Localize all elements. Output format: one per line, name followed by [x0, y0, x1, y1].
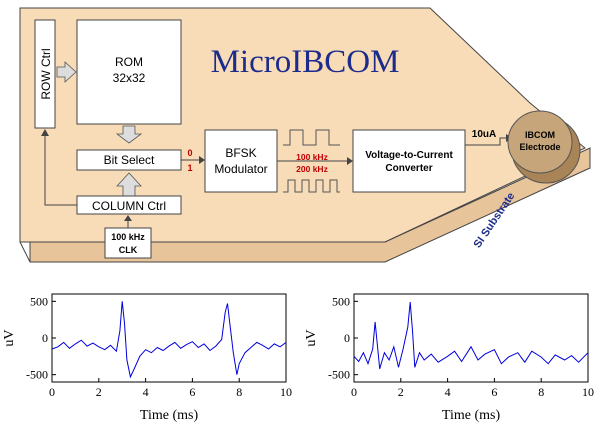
y-axis-label: uV: [2, 329, 17, 346]
square-wave-200khz: [283, 179, 340, 193]
y-tick-label: 0: [42, 331, 48, 345]
bit-select-label: Bit Select: [104, 153, 155, 167]
column-to-bitselect-arrow: [116, 172, 142, 197]
clock-to-column-arrowhead: [124, 215, 132, 221]
signal-trace: [353, 302, 589, 369]
x-tick-label: 2: [96, 385, 102, 399]
rom-bitselect-arrow: [115, 125, 143, 144]
x-tick-label: 0: [351, 385, 357, 399]
vtc-to-electrode-line: [465, 137, 508, 146]
square-wave-100khz: [283, 129, 340, 146]
x-tick-label: 8: [538, 385, 544, 399]
substrate-edge: [19, 241, 31, 263]
row-ctrl-block: [34, 19, 56, 129]
x-tick-label: 4: [445, 385, 451, 399]
y-tick-label: 500: [30, 294, 48, 308]
x-tick-label: 10: [582, 385, 594, 399]
x-tick-label: 4: [143, 385, 149, 399]
y-tick-label: 500: [332, 294, 350, 308]
clock-label: CLK: [119, 245, 138, 255]
signal-trace: [51, 301, 287, 379]
freq-200khz-label: 200 kHz: [296, 164, 328, 174]
modulator-label: Modulator: [214, 162, 267, 176]
x-axis-label: Time (ms): [442, 408, 501, 423]
x-tick-label: 0: [49, 385, 55, 399]
plot-frame: [353, 293, 589, 383]
x-tick-label: 6: [491, 385, 497, 399]
bfsk-label: BFSK: [225, 146, 256, 160]
bit-zero-label: 0: [187, 148, 192, 158]
column-to-row-arrowhead: [41, 129, 49, 136]
y-axis-label: uV: [304, 329, 319, 346]
row-to-rom-arrow: [56, 61, 77, 83]
vtc-label-line2: Converter: [385, 163, 432, 174]
electrode-label-line1: IBCOM: [525, 130, 555, 140]
electrode-label-line2: Electrode: [519, 142, 560, 152]
y-tick-label: -500: [328, 368, 350, 382]
clock-freq-label: 100 kHz: [111, 232, 145, 242]
rom-label: ROM: [115, 55, 143, 69]
y-tick-label: -500: [26, 368, 48, 382]
vtc-label-line1: Voltage-to-Current: [365, 150, 453, 161]
bfsk-to-vtc-arrowhead: [347, 157, 353, 165]
rom-size-label: 32x32: [113, 71, 146, 85]
bit-one-label: 1: [187, 163, 192, 173]
chip-title: MicroIBCOM: [211, 44, 400, 80]
current-label: 10uA: [472, 129, 496, 140]
vtc-block: [352, 129, 466, 193]
x-tick-label: 8: [236, 385, 242, 399]
x-tick-label: 6: [189, 385, 195, 399]
clock-block: [104, 227, 152, 259]
x-tick-label: 10: [280, 385, 292, 399]
freq-100khz-label: 100 kHz: [296, 152, 328, 162]
bfsk-modulator-block: [204, 129, 278, 193]
rom-block: [76, 19, 182, 125]
x-tick-label: 2: [398, 385, 404, 399]
column-ctrl-label: COLUMN Ctrl: [92, 199, 166, 213]
bitselect-to-bfsk-arrowhead: [199, 156, 205, 164]
x-axis-label: Time (ms): [140, 408, 199, 423]
row-ctrl-label: ROW Ctrl: [39, 48, 53, 99]
plot-frame: [51, 293, 287, 383]
column-to-row-line: [44, 135, 77, 206]
y-tick-label: 0: [344, 331, 350, 345]
system-block-diagram: MicroIBCOM ROW Ctrl ROM 32x32 Bit Select…: [19, 7, 591, 263]
electrode-body: [507, 110, 573, 174]
